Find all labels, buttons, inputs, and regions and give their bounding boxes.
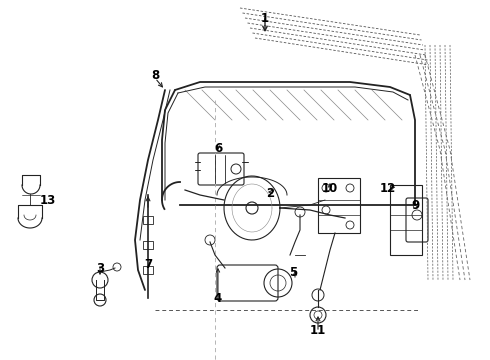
- Text: 6: 6: [214, 141, 222, 154]
- Text: 12: 12: [380, 181, 396, 194]
- Text: 5: 5: [289, 266, 297, 279]
- Text: 1: 1: [261, 12, 269, 24]
- Bar: [143, 241, 153, 249]
- Text: 2: 2: [266, 186, 274, 199]
- Bar: [318, 178, 360, 233]
- Bar: [390, 185, 422, 255]
- Text: 3: 3: [96, 261, 104, 274]
- Text: 7: 7: [144, 258, 152, 271]
- Text: 13: 13: [40, 194, 56, 207]
- Text: 4: 4: [214, 292, 222, 305]
- Bar: [143, 216, 153, 224]
- Text: 10: 10: [322, 181, 338, 194]
- Text: 11: 11: [310, 324, 326, 337]
- Text: 8: 8: [151, 68, 159, 81]
- Text: 9: 9: [411, 198, 419, 212]
- Bar: [143, 266, 153, 274]
